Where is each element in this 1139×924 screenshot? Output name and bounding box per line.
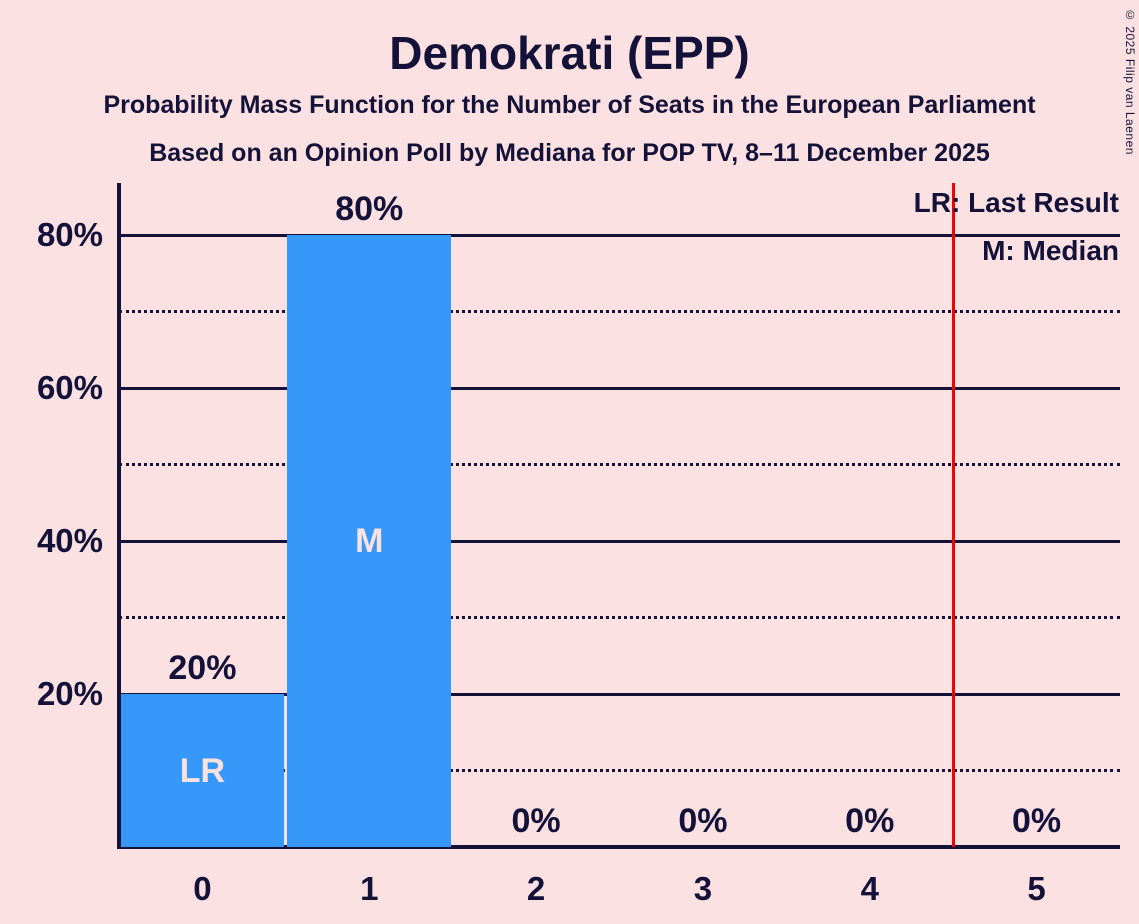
solid-gridline-60pct (119, 386, 1120, 390)
legend-median: M: Median (982, 235, 1119, 266)
copyright-notice: © 2025 Filip van Laenen (1123, 8, 1137, 155)
bar-value-label-4: 0% (845, 802, 895, 840)
x-axis-tick-label-2: 2 (526, 870, 546, 907)
page-title: Demokrati (EPP) (389, 27, 750, 79)
solid-gridline-40pct (119, 539, 1120, 543)
x-axis-tick-label-5: 5 (1027, 870, 1046, 907)
bar-value-label-1: 80% (335, 190, 404, 228)
y-axis-tick-label: 60% (36, 369, 103, 406)
y-axis-tick-label: 80% (36, 216, 103, 253)
bar-value-label-3: 0% (678, 802, 728, 840)
bar-annotation-m: M (355, 522, 384, 560)
y-axis-tick-label: 20% (36, 675, 103, 712)
dotted-gridline-30pct (119, 616, 1120, 619)
dotted-gridline-50pct (119, 463, 1120, 466)
legend-last-result: LR: Last Result (913, 187, 1119, 218)
last-result-marker-line (951, 183, 955, 847)
x-axis-line (117, 845, 1120, 849)
bar-value-label-0: 20% (168, 649, 237, 687)
chart-subtitle-line1: Probability Mass Function for the Number… (103, 91, 1036, 119)
solid-gridline-20pct (119, 692, 1120, 696)
bar-value-label-2: 0% (511, 802, 561, 840)
solid-gridline-80pct (119, 233, 1120, 237)
x-axis-tick-label-4: 4 (860, 870, 879, 907)
bar-annotation-lr: LR (179, 751, 226, 790)
y-axis-line (117, 183, 121, 847)
bar-1 (287, 235, 452, 847)
bar-value-label-5: 0% (1012, 802, 1062, 840)
x-axis-tick-label-0: 0 (193, 870, 212, 907)
x-axis-tick-label-3: 3 (693, 870, 713, 907)
chart-subtitle-line2: Based on an Opinion Poll by Mediana for … (149, 139, 990, 167)
x-axis-tick-label-1: 1 (360, 870, 379, 907)
bar-0 (120, 694, 285, 847)
dotted-gridline-70pct (119, 310, 1120, 313)
y-axis-tick-label: 40% (36, 522, 103, 559)
dotted-gridline-10pct (119, 769, 1120, 772)
